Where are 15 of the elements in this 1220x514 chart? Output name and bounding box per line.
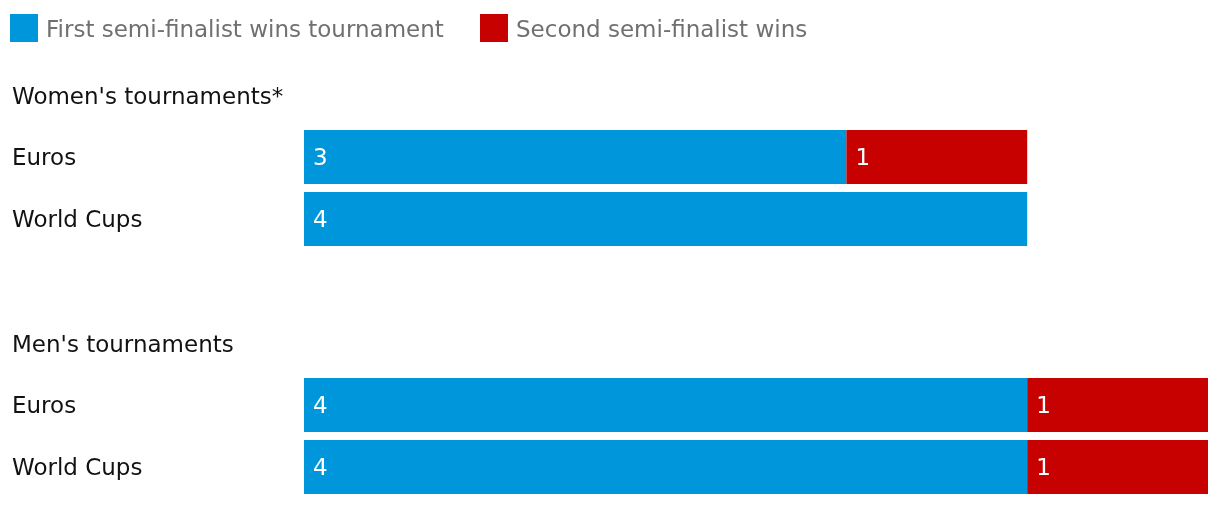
data-label: 4 bbox=[313, 454, 328, 480]
chart-title: Men's tournaments bbox=[12, 331, 234, 357]
data-label: 4 bbox=[313, 206, 328, 232]
y-tick-label: World Cups bbox=[12, 454, 143, 480]
legend-label: First semi-finalist wins tournament bbox=[46, 16, 444, 42]
data-label: 1 bbox=[1036, 392, 1051, 418]
data-label: 1 bbox=[855, 144, 871, 170]
chart-title: Women's tournaments* bbox=[12, 83, 284, 109]
y-tick-label: Euros bbox=[12, 144, 77, 170]
data-label: 3 bbox=[313, 144, 328, 170]
legend-label: Second semi-finalist wins bbox=[516, 16, 808, 42]
y-tick-label: World Cups bbox=[12, 206, 143, 232]
y-tick-label: Euros bbox=[12, 392, 77, 418]
data-label: 4 bbox=[313, 392, 328, 418]
data-label: 1 bbox=[1036, 454, 1051, 480]
